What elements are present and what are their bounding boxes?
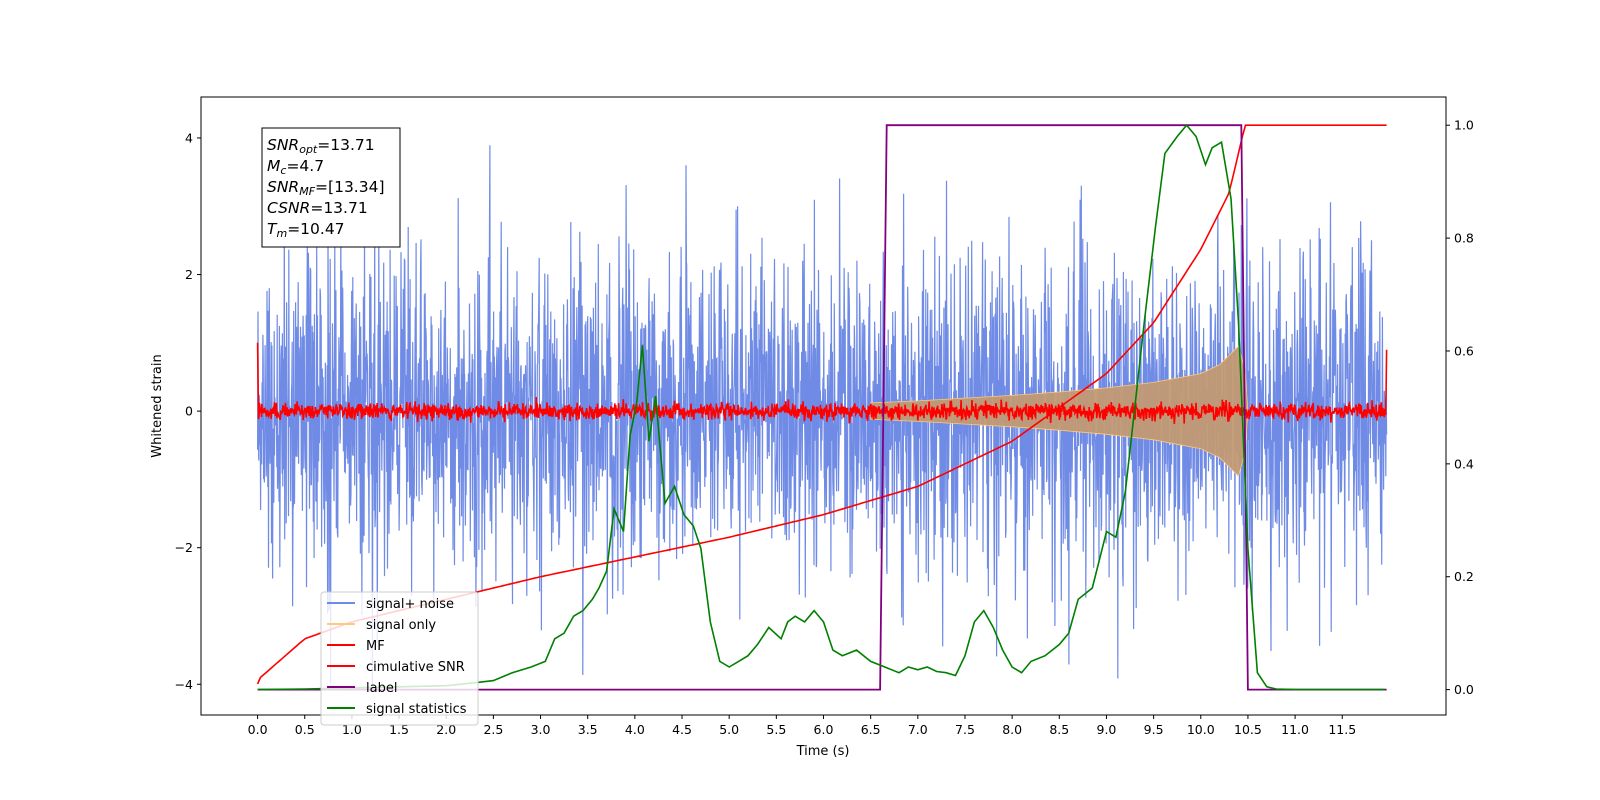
x-tick-label: 11.5 <box>1328 722 1356 737</box>
series-label <box>257 124 1387 691</box>
x-tick-label: 4.0 <box>625 722 645 737</box>
x-tick-label: 2.0 <box>436 722 456 737</box>
y-axis-left: 4 2 0 −2 −4 <box>175 130 201 692</box>
y-axis-right: 1.0 0.8 0.6 0.4 0.2 0.0 <box>1446 118 1474 697</box>
x-tick-label: 6.5 <box>861 722 881 737</box>
info-snr-opt: SNRopt=13.71 <box>267 136 375 156</box>
x-tick-label: 1.0 <box>342 722 362 737</box>
y-axis-label: Whitened strain <box>150 354 165 457</box>
legend-label-cumulative-snr: cimulative SNR <box>366 660 465 675</box>
info-box-frame <box>261 127 401 248</box>
info-csnr: CSNR=13.71 <box>267 199 368 217</box>
info-box: SNRopt=13.71 Mc=4.7 SNRMF=[13.34] CSNR=1… <box>261 127 401 248</box>
info-snr-mf: SNRMF=[13.34] <box>267 178 385 198</box>
x-tick-label: 2.5 <box>483 722 503 737</box>
legend-frame <box>320 591 479 726</box>
x-tick-label: 0.0 <box>248 722 268 737</box>
x-tick-label: 0.5 <box>295 722 315 737</box>
series-signal-statistics <box>257 123 1385 691</box>
x-tick-label: 5.0 <box>719 722 739 737</box>
legend-label-signal-only: signal only <box>366 618 436 633</box>
y2-tick-label: 0.6 <box>1454 343 1474 358</box>
plot-area <box>256 123 1388 691</box>
legend-label-signal-statistics: signal statistics <box>366 702 467 717</box>
legend-label-label: label <box>366 681 397 696</box>
x-tick-label: 11.0 <box>1281 722 1309 737</box>
info-mc: Mc=4.7 <box>267 157 324 177</box>
y-tick-label: 2 <box>185 267 193 282</box>
x-tick-label: 4.5 <box>672 722 692 737</box>
legend: signal+ noise signal only MF cimulative … <box>320 591 479 726</box>
y2-tick-label: 1.0 <box>1454 118 1474 133</box>
x-tick-label: 5.5 <box>766 722 786 737</box>
x-axis: 0.0 0.5 1.0 1.5 2.0 2.5 3.0 3.5 4.0 4.5 5.0 5.5 6.0 6… <box>248 715 1356 737</box>
x-tick-label: 9.5 <box>1144 722 1164 737</box>
x-axis-label: Time (s) <box>796 744 850 759</box>
y2-tick-label: 0.0 <box>1454 682 1474 697</box>
x-tick-label: 10.0 <box>1187 722 1215 737</box>
series-signal-noise <box>257 145 1388 688</box>
x-tick-label: 7.0 <box>908 722 928 737</box>
y2-tick-label: 0.2 <box>1454 569 1474 584</box>
y-tick-label: 4 <box>185 130 193 145</box>
legend-label-mf: MF <box>366 639 385 654</box>
y-tick-label: −4 <box>175 677 193 692</box>
x-tick-label: 3.0 <box>531 722 551 737</box>
x-tick-label: 6.0 <box>814 722 834 737</box>
x-tick-label: 9.0 <box>1097 722 1117 737</box>
legend-label-signal-noise: signal+ noise <box>366 597 454 612</box>
y-tick-label: 0 <box>185 404 193 419</box>
x-tick-label: 1.5 <box>389 722 409 737</box>
x-tick-label: 8.0 <box>1002 722 1022 737</box>
y2-tick-label: 0.8 <box>1454 231 1474 246</box>
x-tick-label: 7.5 <box>955 722 975 737</box>
info-tm: Tm=10.47 <box>267 220 345 240</box>
series-mf <box>256 342 1388 424</box>
y2-tick-label: 0.4 <box>1454 456 1474 471</box>
y-tick-label: −2 <box>175 540 193 555</box>
x-tick-label: 10.5 <box>1234 722 1262 737</box>
x-tick-label: 8.5 <box>1049 722 1069 737</box>
x-tick-label: 3.5 <box>578 722 598 737</box>
